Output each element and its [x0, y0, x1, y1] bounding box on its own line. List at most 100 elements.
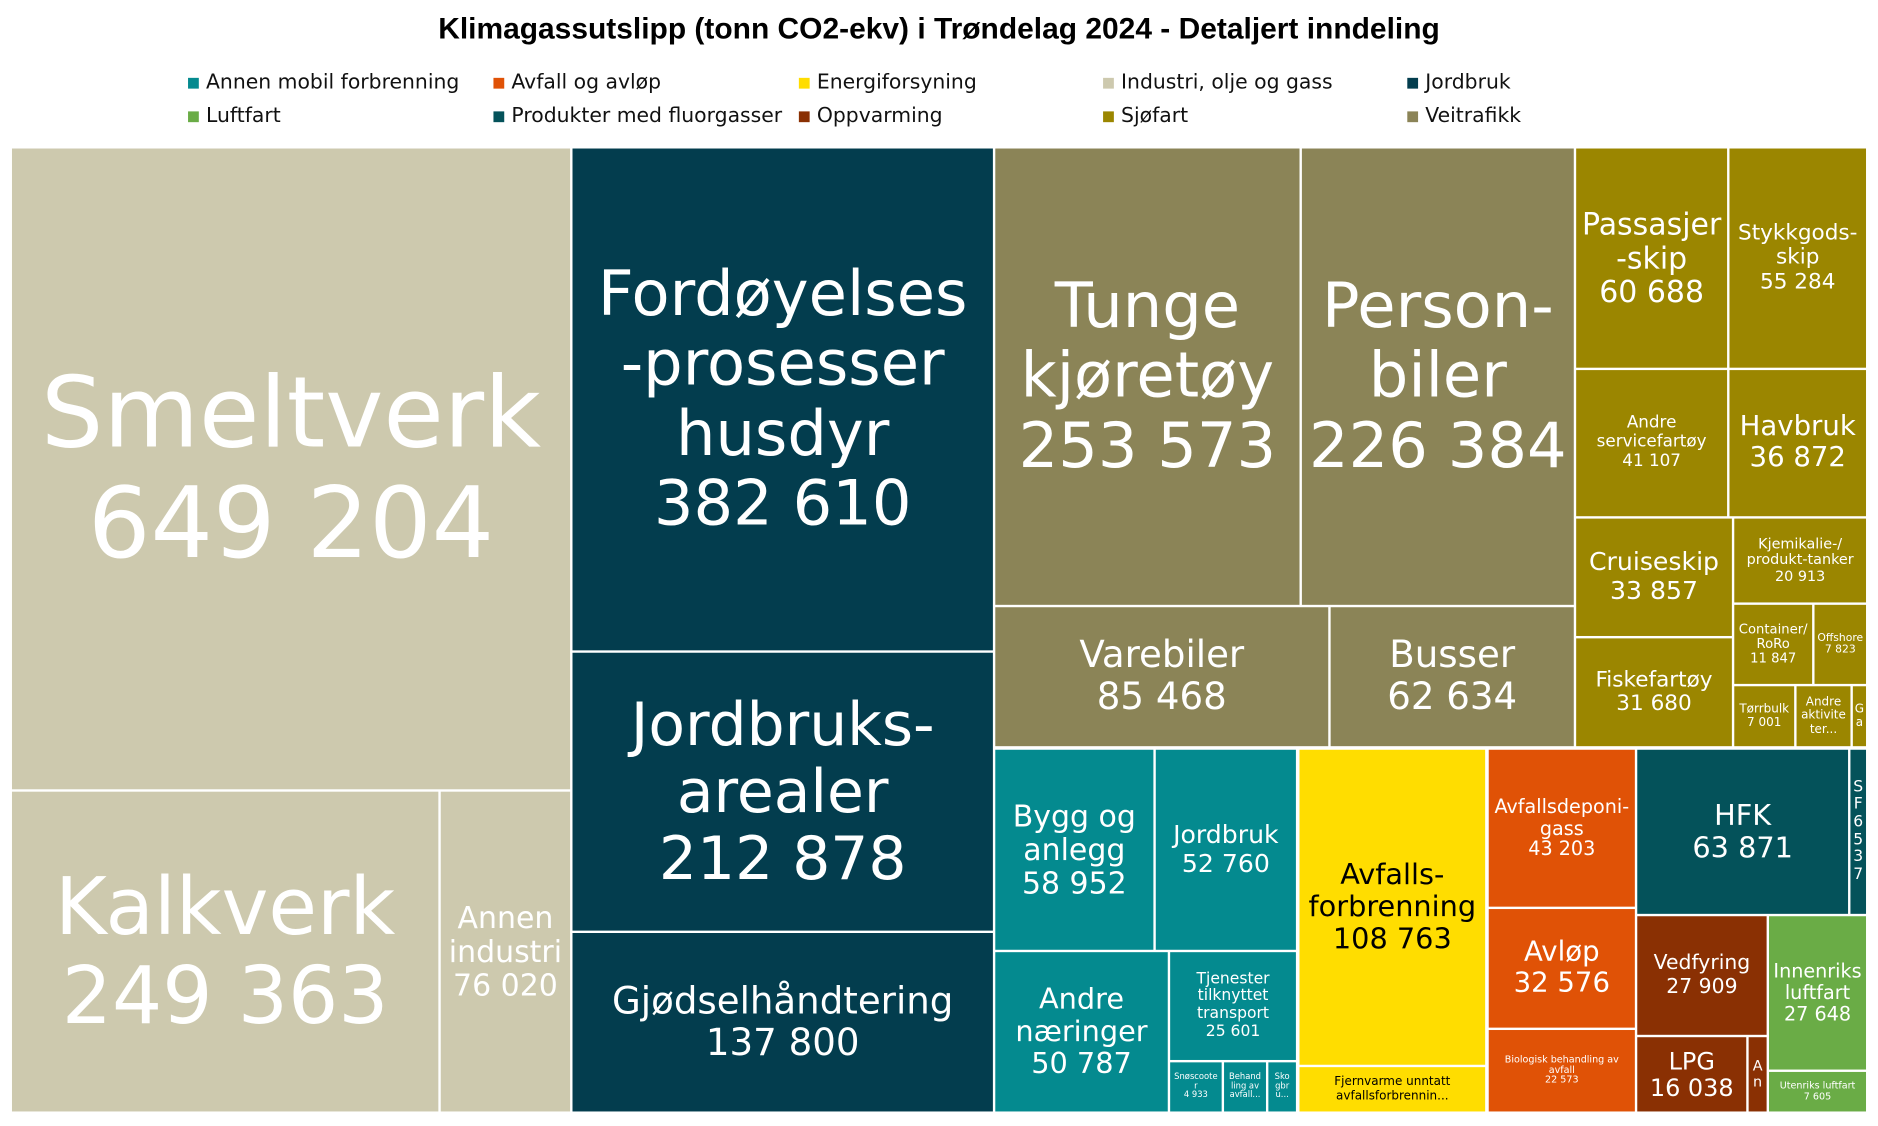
treemap-tile[interactable]: Jordbruks- arealer 212 878 — [572, 652, 993, 931]
legend-swatch — [188, 110, 199, 122]
tile-value: 76 020 — [453, 967, 558, 1002]
tile-label: Innenriks luftfart — [1773, 959, 1862, 1004]
tile-value: 226 384 — [1309, 410, 1567, 483]
legend-item[interactable]: Sjøfart — [1103, 104, 1188, 128]
tile-value: 7 001 — [1747, 716, 1782, 730]
legend-label: Jordbruk — [1425, 70, 1511, 95]
tile-label: Fordøyelses -prosesser husdyr — [597, 258, 968, 471]
treemap-tile[interactable]: Andre næringer 50 787 — [995, 952, 1168, 1112]
legend-label: Energiforsyning — [816, 70, 977, 95]
tile-value: 50 787 — [1031, 1046, 1132, 1081]
tile-value: 27 648 — [1783, 1002, 1852, 1026]
treemap-tile[interactable]: Person- biler 226 384 — [1301, 148, 1574, 605]
legend-item[interactable]: Jordbruk — [1407, 70, 1511, 95]
tile-value: 382 610 — [653, 467, 912, 540]
treemap-tile[interactable]: Varebiler 85 468 — [995, 607, 1329, 747]
tile-label: Vedfyring — [1653, 951, 1751, 976]
tile-value: 253 573 — [1018, 410, 1277, 483]
tile-label: Jordbruks- arealer — [630, 689, 935, 827]
legend-item[interactable]: Luftfart — [188, 104, 281, 128]
treemap-tile[interactable]: Utenriks luftfart 7 605 — [1769, 1071, 1867, 1112]
treemap-tile[interactable]: Avløp 32 576 — [1488, 909, 1635, 1028]
legend-swatch — [493, 110, 505, 122]
tile-value: 20 913 — [1774, 567, 1826, 585]
treemap-tile[interactable]: Kjemikalie-/ produkt-tanker 20 913 — [1734, 518, 1867, 603]
tile-label: Container/ RoRo — [1738, 621, 1808, 652]
legend-item[interactable]: Produkter med fluorgasser — [493, 104, 782, 128]
tile-value: 4 933 — [1183, 1090, 1208, 1100]
tile-value: 60 688 — [1599, 273, 1705, 309]
treemap-tile[interactable]: LPG 16 038 — [1637, 1037, 1747, 1112]
tile-value: 33 857 — [1610, 576, 1699, 605]
tile-label: Avløp — [1524, 936, 1600, 968]
tile-label: Sko gbr u... — [1274, 1071, 1290, 1100]
tile-label: Utenriks luftfart — [1779, 1079, 1856, 1091]
treemap-tile[interactable]: Avfallsdeponi- gass 43 203 — [1488, 749, 1635, 907]
tile-label: Fjernvarme unntatt avfallsforbrennin... — [1334, 1075, 1451, 1103]
treemap-tile[interactable]: Busser 62 634 — [1330, 607, 1574, 747]
treemap-tile[interactable]: Offshore 7 823 — [1814, 604, 1867, 684]
tile-value: 249 363 — [61, 949, 389, 1042]
legend-label: Sjøfart — [1121, 104, 1189, 129]
treemap-tile[interactable]: Kalkverk 249 363 — [11, 791, 439, 1112]
legend-swatch — [1407, 110, 1419, 122]
treemap-tile[interactable]: Smeltverk 649 204 — [11, 148, 571, 790]
tile-label: Smeltverk — [41, 356, 542, 471]
treemap-tile[interactable]: Jordbruk 52 760 — [1155, 749, 1296, 950]
treemap-tile[interactable]: Vedfyring 27 909 — [1637, 916, 1767, 1035]
legend-item[interactable]: Veitrafikk — [1407, 104, 1521, 128]
treemap-tile[interactable]: Fordøyelses -prosesser husdyr 382 610 — [572, 148, 993, 651]
legend-item[interactable]: Energiforsyning — [798, 70, 977, 95]
treemap-tile[interactable]: Andre servicefartøy 41 107 — [1576, 370, 1728, 517]
treemap-tile[interactable]: Tjenester tilknyttet transport 25 601 — [1170, 952, 1296, 1060]
tile-label: Cruiseskip — [1588, 547, 1720, 577]
treemap-tile[interactable]: Andre aktivite ter... — [1796, 686, 1851, 747]
treemap-tile[interactable]: Bygg og anlegg 58 952 — [995, 749, 1154, 950]
legend-item[interactable]: Oppvarming — [798, 104, 943, 128]
tile-label: Havbruk — [1739, 411, 1856, 443]
tile-label: Varebiler — [1079, 633, 1245, 678]
treemap-tile[interactable]: Tørrbulk 7 001 — [1734, 686, 1795, 747]
treemap-tile[interactable]: Stykkgods- skip 55 284 — [1729, 148, 1867, 368]
treemap-tile[interactable]: Sko gbr u... — [1268, 1062, 1296, 1112]
legend-item[interactable]: Annen mobil forbrenning — [188, 71, 459, 95]
tile-label: Passasjer -skip — [1581, 206, 1722, 275]
tile-label: Tunge kjøretøy — [1020, 270, 1275, 413]
tile-value: 649 204 — [87, 466, 495, 581]
treemap-tile[interactable]: Fjernvarme unntatt avfallsforbrennin... — [1299, 1067, 1486, 1112]
tile-label: Avfalls- forbrenning — [1308, 857, 1477, 924]
tile-label: Tørrbulk — [1739, 702, 1790, 717]
treemap-tile[interactable]: Fiskefartøy 31 680 — [1576, 638, 1732, 747]
treemap-tile[interactable]: Avfalls- forbrenning 108 763 — [1299, 749, 1486, 1065]
treemap-tile[interactable]: A n — [1748, 1037, 1767, 1112]
treemap-tile[interactable]: Cruiseskip 33 857 — [1576, 518, 1732, 636]
treemap-tile[interactable]: Biologisk behandling av avfall 22 573 — [1488, 1030, 1635, 1112]
treemap-tile[interactable]: HFK 63 871 — [1637, 749, 1849, 914]
treemap-tile[interactable]: Container/ RoRo 11 847 — [1734, 604, 1813, 684]
treemap-tile[interactable]: Innenriks luftfart 27 648 — [1769, 916, 1867, 1070]
treemap-tile[interactable]: Havbruk 36 872 — [1729, 370, 1867, 517]
legend-label: Veitrafikk — [1425, 104, 1522, 129]
tile-value: 7 605 — [1803, 1090, 1832, 1102]
tile-label: Person- biler — [1321, 270, 1554, 413]
legend-item[interactable]: Avfall og avløp — [493, 71, 661, 95]
tile-value: 58 952 — [1021, 865, 1127, 901]
tile-value: 31 680 — [1616, 691, 1692, 717]
legend-item[interactable]: Industri, olje og gass — [1103, 71, 1333, 95]
tile-value: 7 823 — [1824, 644, 1856, 657]
tile-label: Annen industri — [448, 900, 563, 969]
tile-label: G a — [1854, 702, 1865, 730]
treemap-tile[interactable]: Passasjer -skip 60 688 — [1576, 148, 1728, 368]
tile-value: 52 760 — [1181, 848, 1270, 878]
tile-value: 27 909 — [1666, 974, 1738, 999]
tile-label: Offshore — [1817, 632, 1864, 645]
treemap-tile[interactable]: Annen industri 76 020 — [440, 791, 571, 1112]
treemap-tile[interactable]: Behand ling av avfall... — [1224, 1062, 1266, 1112]
treemap-tile[interactable]: Gjødselhåndtering 137 800 — [572, 933, 993, 1112]
treemap-tile[interactable]: G a — [1852, 686, 1867, 747]
tile-label: Fiskefartøy — [1595, 666, 1713, 693]
chart-title: Klimagassutslipp (tonn CO2-ekv) i Trønde… — [438, 11, 1440, 46]
treemap-tile[interactable]: SF6 537 — [1850, 749, 1867, 914]
treemap-tile[interactable]: Tunge kjøretøy 253 573 — [995, 148, 1300, 605]
